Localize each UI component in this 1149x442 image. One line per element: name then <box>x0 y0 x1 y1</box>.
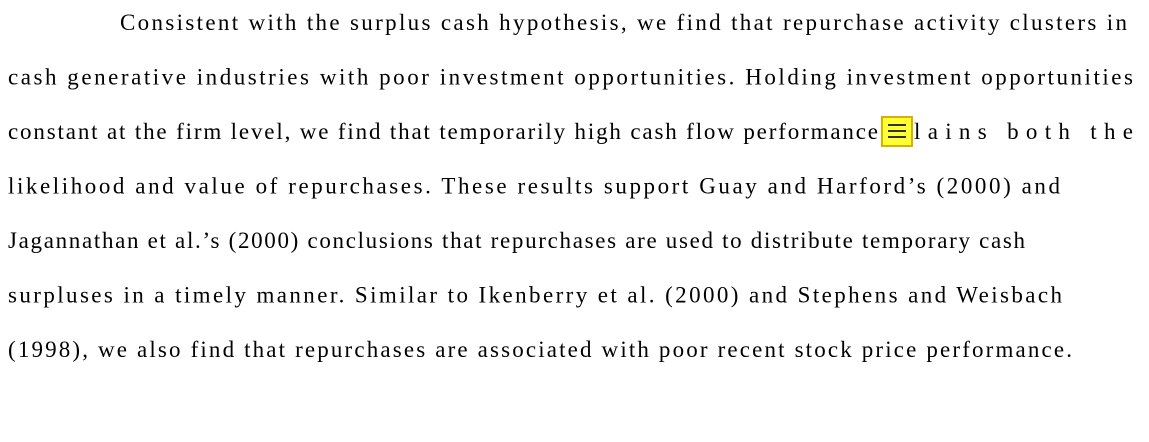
text-line: constant at the firm level, we find that… <box>8 119 878 144</box>
text-line: (1998), we also find that repurchases ar… <box>8 337 1072 362</box>
text-line: cash generative industries with poor inv… <box>8 65 1133 90</box>
text-line: Consistent with the surplus cash hypothe… <box>120 10 1128 35</box>
text-line: lains both the <box>914 119 1133 144</box>
note-icon[interactable] <box>881 116 913 147</box>
text-line: likelihood and value of repurchases. The… <box>8 174 1060 199</box>
text-line: surpluses in a timely manner. Similar to… <box>8 283 1062 308</box>
note-icon-bg[interactable] <box>881 116 913 147</box>
text-line: Jagannathan et al.’s (2000) conclusions … <box>8 228 1026 253</box>
